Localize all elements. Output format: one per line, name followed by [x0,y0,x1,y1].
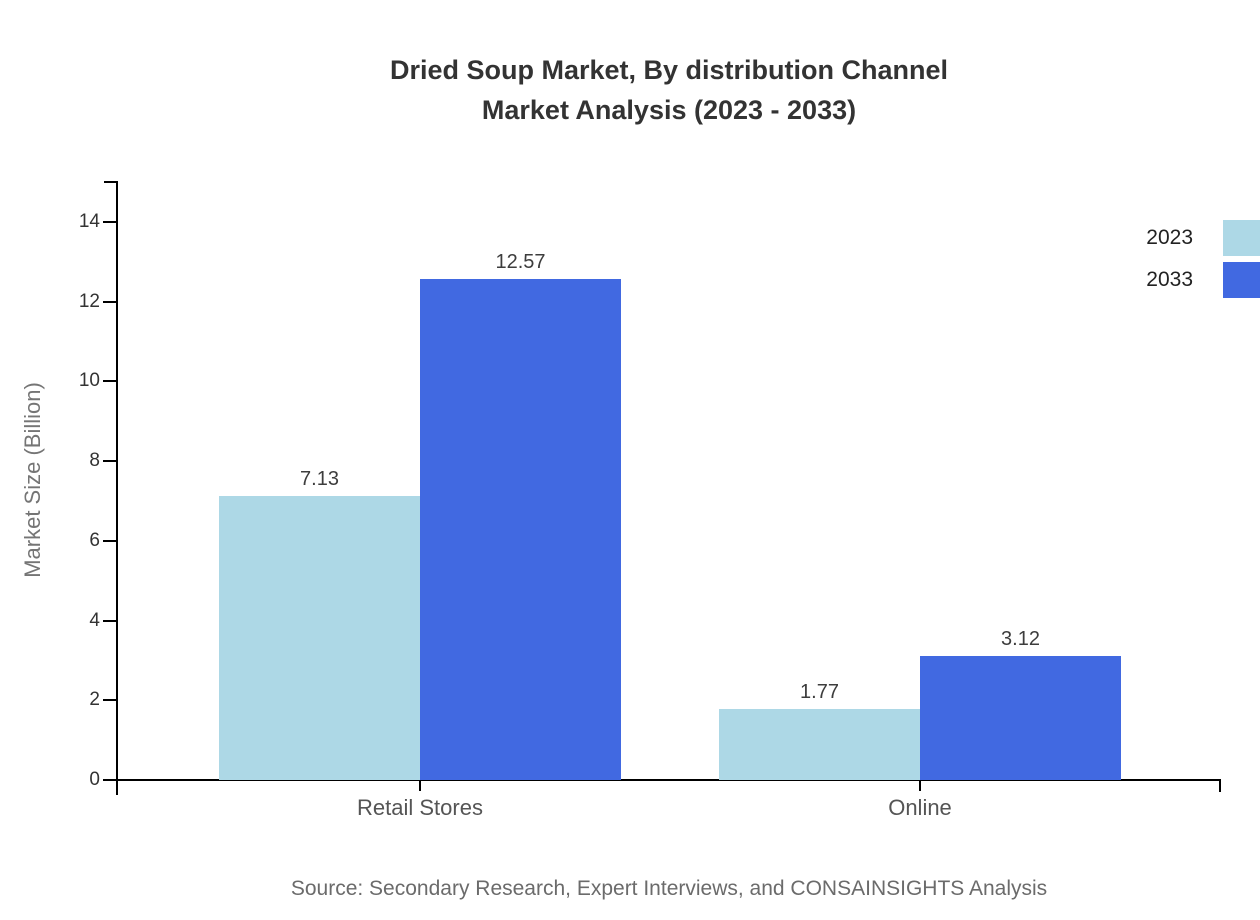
value-label-retail-stores-2023: 7.13 [300,468,339,490]
x-axis-end-cap [1219,779,1221,792]
y-tick-mark-14 [103,221,117,223]
y-axis-spine [116,181,118,795]
chart-title-line-1: Dried Soup Market, By distribution Chann… [389,55,949,85]
x-tick-mark-retail-stores [419,781,421,791]
x-tick-mark-online [919,781,921,791]
value-label-retail-stores-2033: 12.57 [495,251,546,273]
y-tick-mark-2 [103,699,117,702]
plot-area: 7.13 12.57 1.77 3.12 [117,182,1221,780]
y-tick-label-8: 8 [89,450,100,472]
bar-online-2033 [920,656,1121,780]
value-label-online-2033: 3.12 [1001,628,1040,650]
bar-retail-stores-2023 [219,496,420,780]
y-tick-mark-10 [103,380,117,383]
y-tick-mark-12 [103,300,117,303]
bar-online-2023 [719,709,920,780]
chart-title: Dried Soup Market, By distribution Chann… [117,50,1221,130]
legend: 2023 2033 [1146,220,1260,304]
y-tick-label-4: 4 [89,609,100,631]
y-tick-label-2: 2 [89,689,100,711]
category-label-retail-stores: Retail Stores [357,795,483,820]
y-tick-mark-6 [103,539,117,542]
y-tick-mark-8 [103,460,117,463]
y-tick-mark-4 [103,619,117,622]
legend-swatch-2023 [1223,220,1260,256]
source-note: Source: Secondary Research, Expert Inter… [290,877,1048,900]
y-tick-mark-0 [103,779,117,781]
legend-row-2023: 2023 [1146,220,1260,256]
legend-swatch-2033 [1223,262,1260,298]
chart-title-line-2: Market Analysis (2023 - 2033) [481,95,857,125]
category-label-online: Online [888,795,952,820]
y-tick-label-0: 0 [89,769,100,790]
legend-label-2023: 2023 [1146,226,1193,249]
legend-row-2033: 2033 [1146,262,1260,298]
y-tick-label-12: 12 [78,290,100,312]
y-tick-label-14: 14 [78,211,100,232]
y-tick-label-6: 6 [89,529,100,551]
y-tick-label-10: 10 [78,370,100,392]
legend-label-2033: 2033 [1146,268,1193,291]
x-axis-spine [117,779,1221,781]
y-axis-top-cap [104,181,116,183]
bar-retail-stores-2033 [420,279,621,780]
value-label-online-2023: 1.77 [800,681,839,703]
